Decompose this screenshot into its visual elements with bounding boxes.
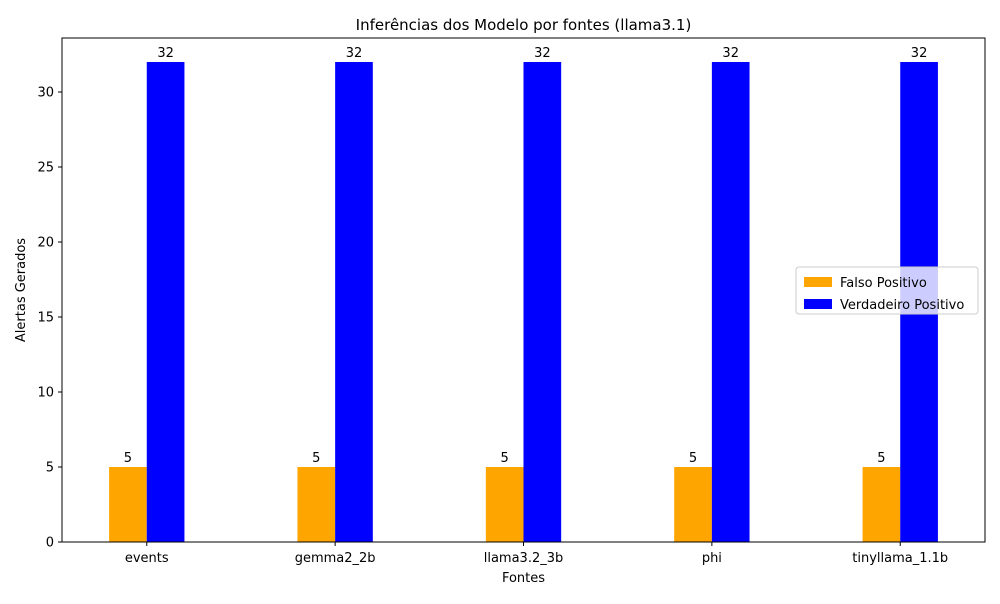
bar-verdadeiro-positivo-events (146, 62, 185, 542)
y-tick-label: 20 (37, 236, 54, 251)
data-label: 5 (124, 451, 132, 466)
y-tick-label: 5 (46, 461, 54, 476)
data-label: 5 (312, 451, 320, 466)
y-tick-label: 30 (37, 86, 54, 101)
y-tick-label: 25 (37, 161, 54, 176)
legend-box (795, 266, 979, 315)
legend-label: Falso Positivo (840, 276, 927, 291)
y-axis-label: Alertas Gerados (14, 238, 29, 342)
legend-swatch (804, 299, 832, 309)
x-tick-label: phi (702, 551, 722, 566)
x-tick-label: llama3.2_3b (484, 551, 564, 566)
data-label: 5 (877, 451, 885, 466)
legend: Falso Positivo Verdadeiro Positivo (795, 266, 979, 315)
bar-falso-positivo-phi (674, 467, 712, 542)
data-label: 32 (157, 46, 174, 61)
data-label: 32 (722, 46, 739, 61)
legend-label: Verdadeiro Positivo (840, 298, 964, 313)
x-tick-label: tinyllama_1.1b (852, 551, 948, 566)
bar-falso-positivo-llama3.2_3b (485, 467, 524, 542)
x-tick-label: gemma2_2b (295, 551, 376, 566)
bar-falso-positivo-events (109, 467, 147, 542)
legend-swatch (804, 277, 832, 287)
bar-verdadeiro-positivo-llama3.2_3b (523, 62, 562, 542)
y-tick-label: 10 (37, 386, 54, 401)
x-axis-label: Fontes (502, 571, 545, 586)
data-label: 32 (346, 46, 363, 61)
bar-verdadeiro-positivo-phi (711, 62, 750, 542)
bar-falso-positivo-gemma2_2b (297, 467, 336, 542)
x-tick-label: events (125, 551, 169, 566)
data-label: 32 (911, 46, 928, 61)
data-label: 32 (534, 46, 551, 61)
chart-title: Inferências dos Modelo por fontes (llama… (356, 16, 692, 34)
y-tick-label: 15 (37, 311, 54, 326)
y-tick-label: 0 (46, 536, 54, 551)
bar-falso-positivo-tinyllama_1.1b (862, 467, 901, 542)
data-label: 5 (689, 451, 697, 466)
data-label: 5 (501, 451, 509, 466)
bar-verdadeiro-positivo-gemma2_2b (335, 62, 373, 542)
